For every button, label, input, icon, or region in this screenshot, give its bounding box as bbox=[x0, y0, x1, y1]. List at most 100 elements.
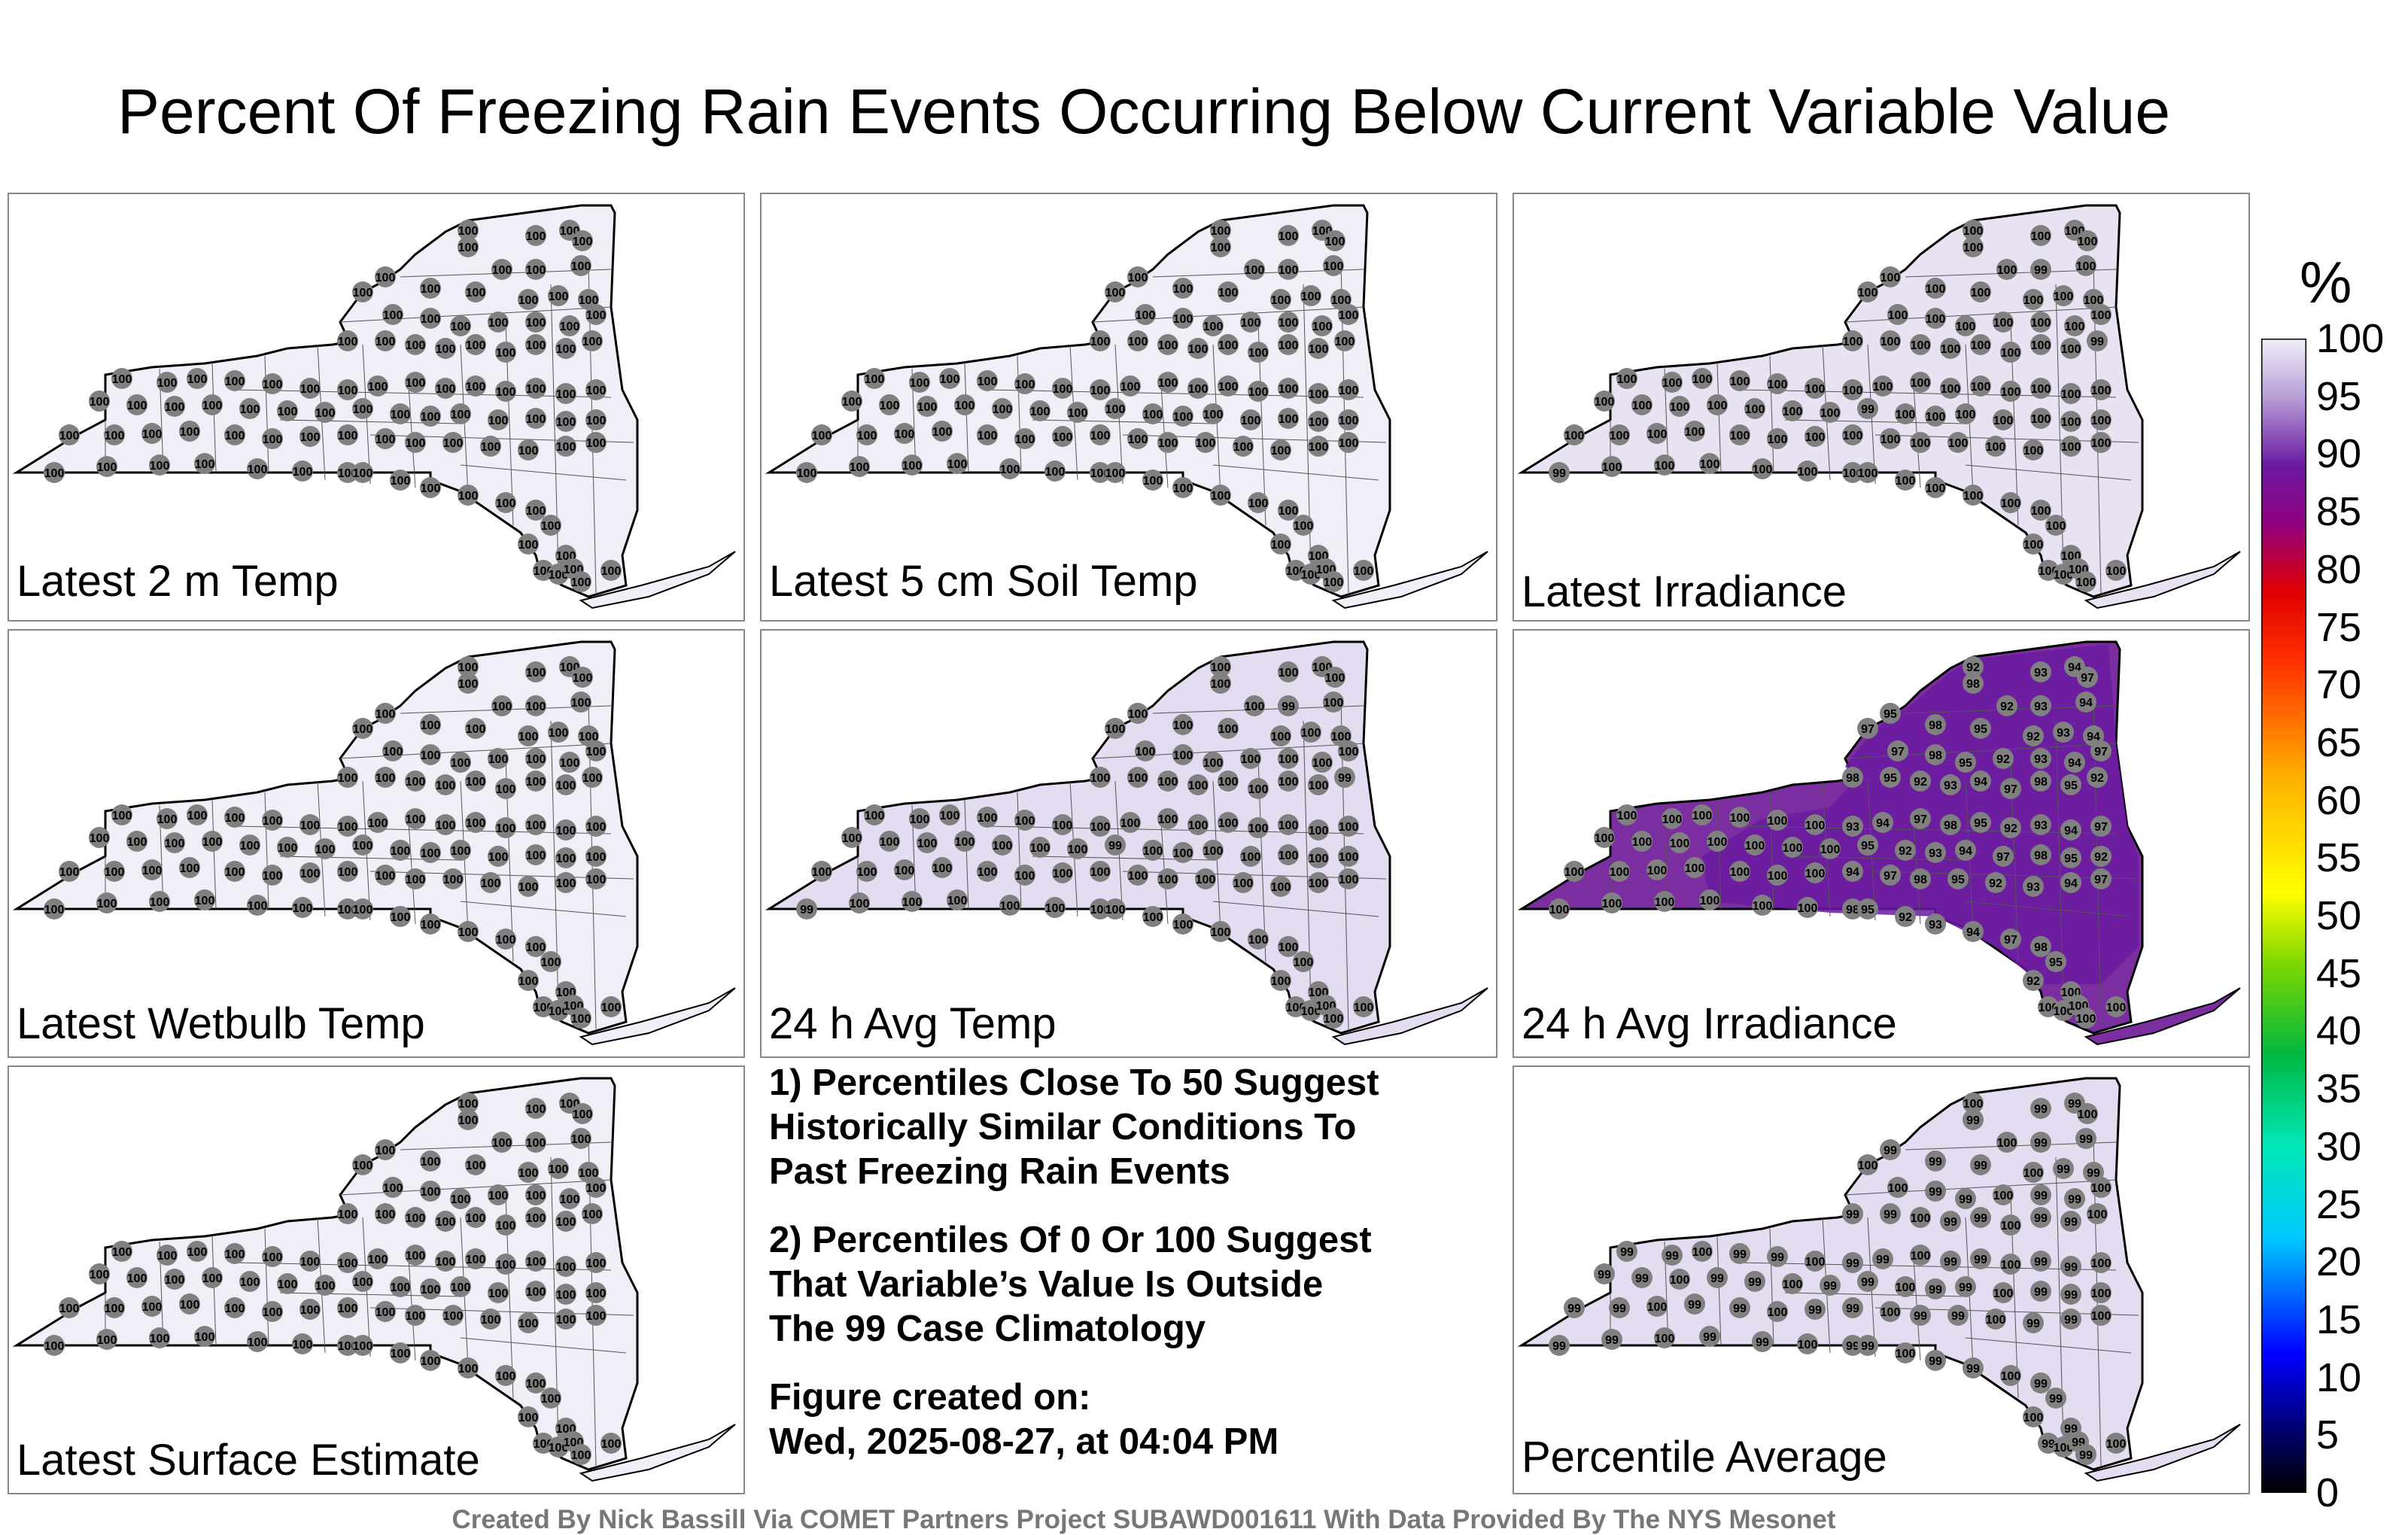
station-value: 100 bbox=[187, 810, 208, 822]
station-marker bbox=[405, 1245, 426, 1266]
station-marker bbox=[1631, 394, 1652, 415]
station-marker bbox=[555, 1256, 576, 1277]
station-value: 100 bbox=[466, 1160, 486, 1172]
station-value: 100 bbox=[338, 336, 358, 348]
station-marker bbox=[1308, 819, 1329, 840]
station-value: 100 bbox=[2061, 343, 2081, 356]
station-value: 100 bbox=[1271, 445, 1291, 457]
station-value: 100 bbox=[1632, 400, 1652, 412]
station-value: 100 bbox=[421, 847, 441, 860]
station-value: 100 bbox=[391, 475, 411, 488]
station-marker bbox=[894, 859, 915, 880]
station-marker bbox=[405, 1305, 426, 1326]
station-marker bbox=[352, 898, 373, 919]
station-value: 100 bbox=[1956, 321, 1976, 333]
station-value: 100 bbox=[526, 1286, 546, 1299]
station-marker bbox=[939, 368, 960, 389]
station-marker bbox=[149, 1327, 170, 1348]
station-marker bbox=[1052, 814, 1073, 835]
station-marker bbox=[1323, 255, 1344, 276]
station-value: 100 bbox=[1647, 865, 1668, 877]
station-value: 100 bbox=[1173, 719, 1193, 732]
station-value: 94 bbox=[1966, 926, 1980, 939]
station-value: 100 bbox=[90, 396, 110, 409]
station-marker bbox=[1895, 1342, 1916, 1363]
station-marker bbox=[1925, 842, 1946, 863]
station-value: 100 bbox=[586, 746, 607, 758]
station-marker bbox=[1872, 812, 1893, 833]
station-marker bbox=[1646, 423, 1668, 444]
station-value: 100 bbox=[150, 896, 170, 909]
station-value: 100 bbox=[573, 236, 593, 248]
station-value: 100 bbox=[1211, 926, 1231, 939]
station-value: 100 bbox=[240, 1276, 260, 1289]
station-marker bbox=[1729, 807, 1750, 828]
note-2-line-2: That Variable’s Value Is Outside bbox=[769, 1264, 1324, 1305]
station-value: 100 bbox=[977, 866, 998, 879]
station-value: 99 bbox=[1688, 1299, 1701, 1312]
station-marker bbox=[491, 1132, 512, 1153]
county-line bbox=[1769, 355, 1774, 473]
station-value: 100 bbox=[1203, 845, 1224, 858]
station-marker bbox=[2090, 304, 2112, 325]
station-marker bbox=[977, 424, 998, 445]
station-value: 95 bbox=[1884, 772, 1897, 785]
county-line bbox=[1965, 901, 2132, 917]
station-value: 100 bbox=[2078, 1108, 2098, 1121]
station-marker bbox=[864, 368, 885, 389]
long-island-outline bbox=[579, 551, 736, 609]
station-value: 92 bbox=[2004, 822, 2017, 835]
station-value: 100 bbox=[1309, 343, 1329, 356]
station-marker bbox=[917, 396, 938, 417]
station-marker bbox=[1278, 500, 1299, 521]
station-marker bbox=[525, 312, 546, 333]
station-marker bbox=[1187, 338, 1209, 359]
station-value: 100 bbox=[1745, 840, 1765, 853]
station-marker bbox=[488, 409, 509, 430]
station-value: 100 bbox=[1670, 401, 1690, 414]
station-marker bbox=[1594, 827, 1615, 848]
station-value: 100 bbox=[556, 1216, 576, 1229]
station-marker bbox=[1895, 1276, 1916, 1297]
station-marker bbox=[1244, 695, 1265, 716]
station-marker bbox=[1564, 424, 1585, 445]
station-marker bbox=[559, 315, 580, 336]
station-marker bbox=[2075, 571, 2096, 592]
station-marker bbox=[1127, 330, 1148, 351]
station-value: 100 bbox=[1963, 242, 1984, 254]
station-value: 100 bbox=[1610, 430, 1630, 442]
station-marker bbox=[405, 334, 426, 355]
station-marker bbox=[1090, 898, 1111, 919]
station-marker bbox=[375, 1203, 396, 1224]
station-marker bbox=[1699, 453, 1720, 474]
station-value: 100 bbox=[2084, 294, 2104, 307]
station-marker bbox=[450, 752, 471, 773]
station-marker bbox=[1993, 748, 2014, 769]
station-marker bbox=[1044, 460, 1066, 482]
station-value: 100 bbox=[466, 723, 486, 736]
station-marker bbox=[1014, 810, 1035, 831]
station-marker bbox=[1210, 673, 1231, 694]
station-marker bbox=[2030, 1098, 2051, 1119]
station-marker bbox=[247, 458, 268, 479]
station-marker bbox=[585, 868, 607, 889]
station-marker bbox=[525, 814, 546, 835]
station-marker bbox=[1278, 748, 1299, 769]
station-marker bbox=[555, 1284, 576, 1305]
station-marker bbox=[1925, 308, 1946, 329]
station-value: 100 bbox=[526, 339, 546, 352]
station-marker bbox=[1857, 398, 1878, 419]
station-value: 99 bbox=[1944, 1216, 1957, 1229]
station-value: 100 bbox=[1173, 313, 1193, 326]
station-value: 100 bbox=[917, 837, 938, 850]
station-marker bbox=[1218, 812, 1239, 833]
station-marker bbox=[104, 424, 125, 445]
station-marker bbox=[111, 1241, 132, 1262]
station-value: 100 bbox=[556, 343, 576, 356]
station-value: 100 bbox=[225, 1248, 245, 1261]
station-value: 100 bbox=[202, 400, 223, 412]
station-marker bbox=[292, 1333, 313, 1354]
station-marker bbox=[224, 807, 245, 828]
station-value: 99 bbox=[1665, 1250, 1679, 1263]
station-marker bbox=[179, 421, 200, 442]
